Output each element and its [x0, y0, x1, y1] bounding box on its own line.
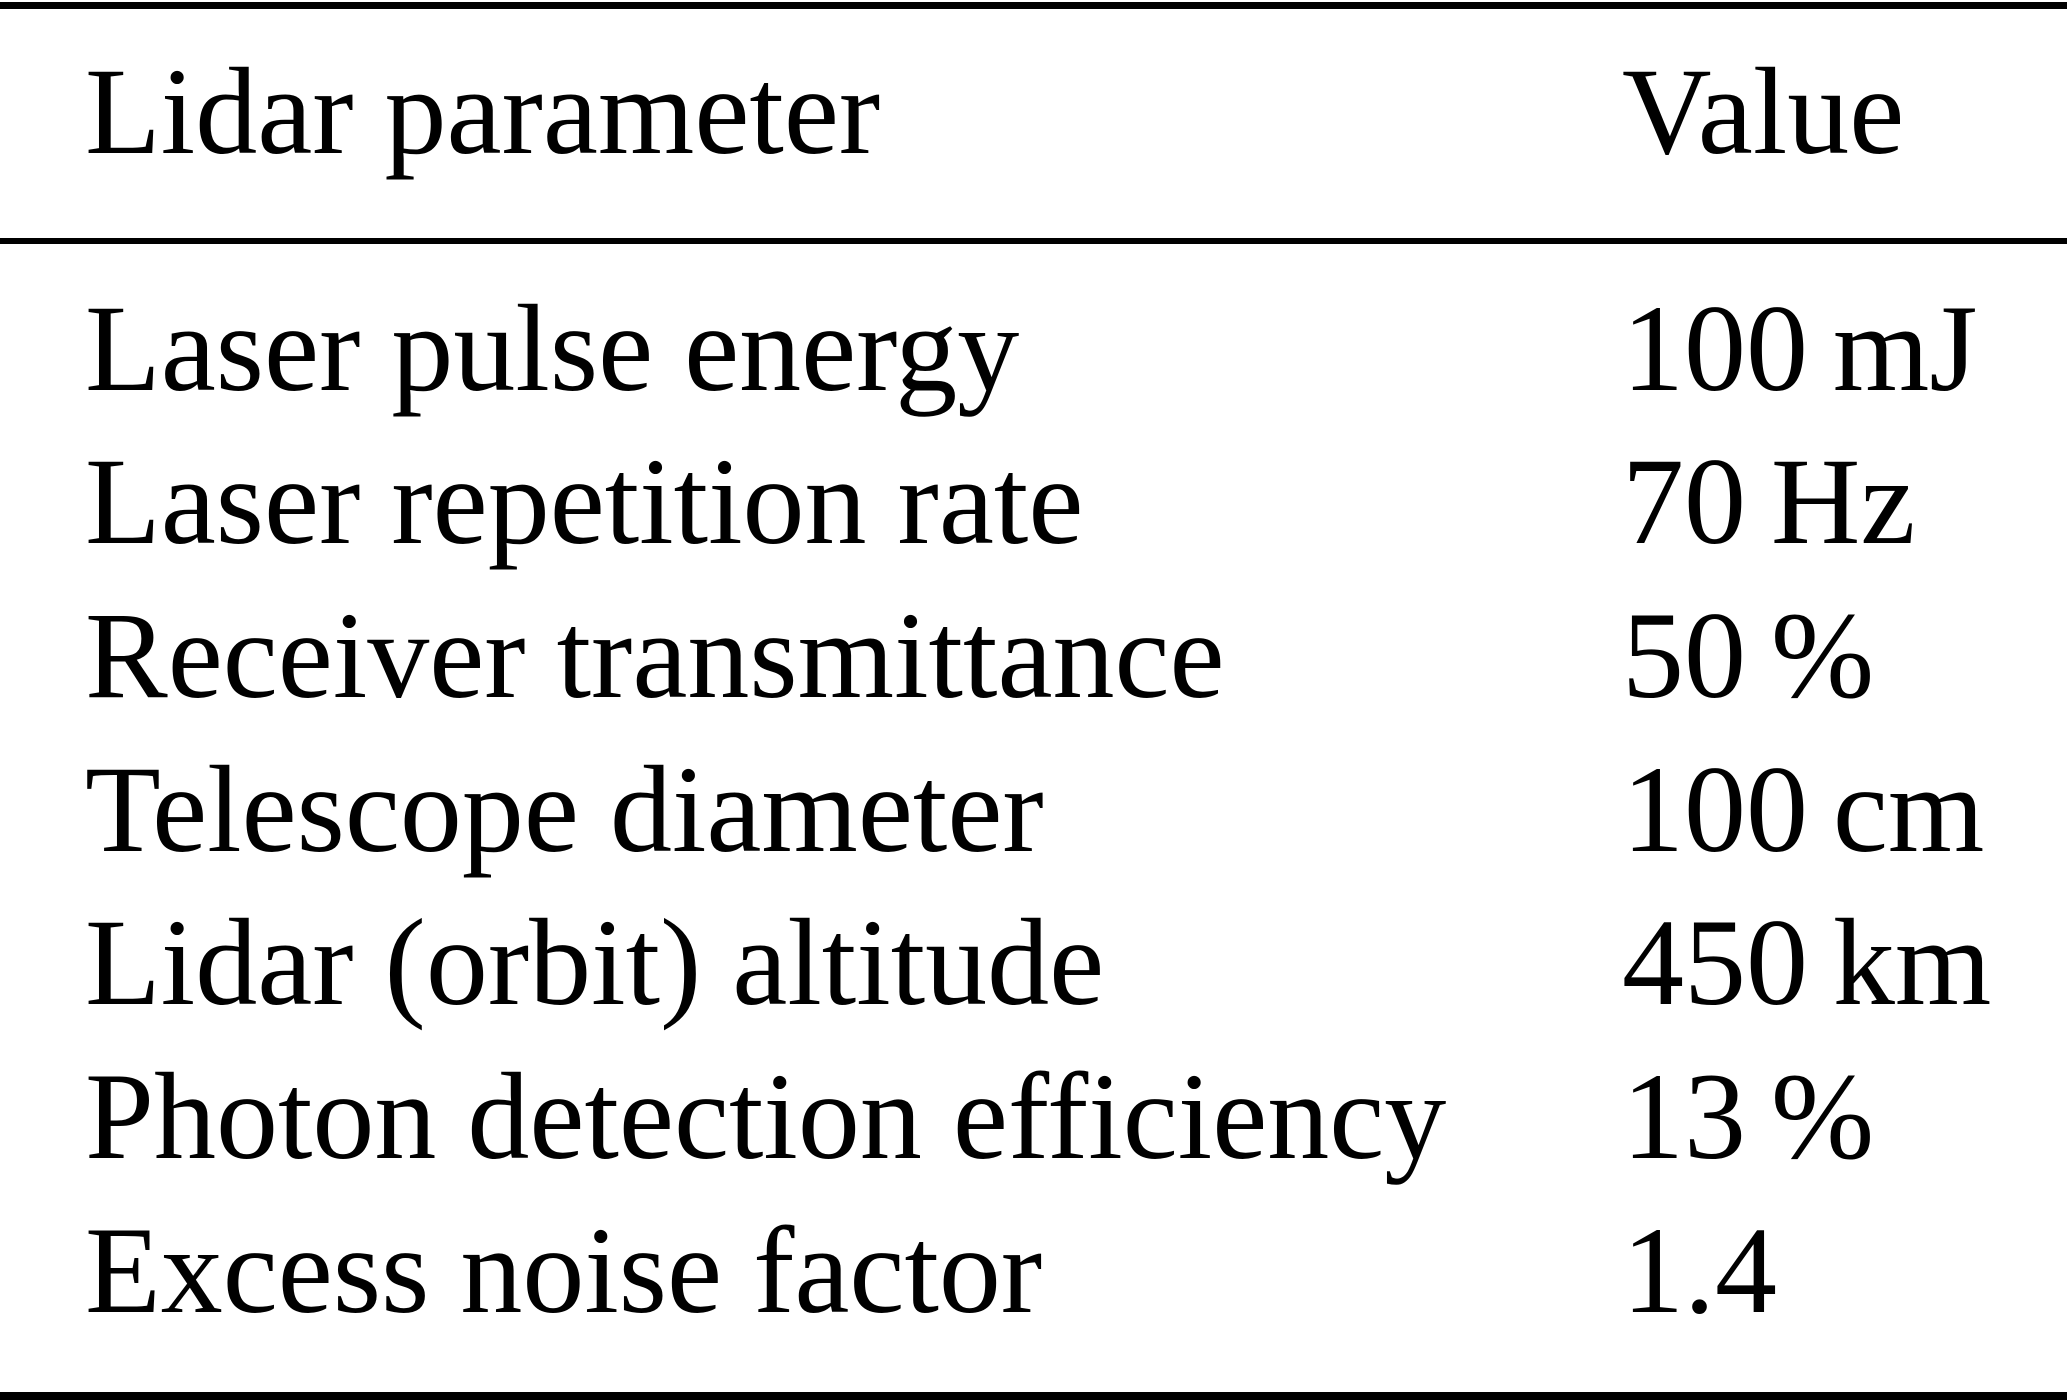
- parameter-cell: Telescope diameter: [85, 741, 1044, 878]
- table-row: Lidar (orbit) altitude 450 km: [0, 885, 2067, 1040]
- table-header-row: Lidar parameter Value: [0, 34, 2067, 189]
- value-cell: 50 %: [1622, 587, 1875, 724]
- value-cell: 70 Hz: [1622, 433, 1916, 570]
- table-mid-rule: [0, 238, 2067, 244]
- value-cell: 100 mJ: [1622, 280, 1978, 417]
- column-header-value: Value: [1622, 43, 1905, 180]
- parameter-cell: Laser repetition rate: [85, 433, 1084, 570]
- table-bottom-rule: [0, 1392, 2067, 1400]
- value-cell: 450 km: [1622, 894, 1992, 1031]
- table-row: Receiver transmittance 50 %: [0, 578, 2067, 733]
- parameter-cell: Excess noise factor: [85, 1202, 1043, 1339]
- table-top-rule: [0, 2, 2067, 9]
- parameter-cell: Photon detection efficiency: [85, 1048, 1447, 1185]
- value-cell: 13 %: [1622, 1048, 1875, 1185]
- parameter-cell: Laser pulse energy: [85, 280, 1020, 417]
- table-row: Laser pulse energy 100 mJ: [0, 271, 2067, 426]
- parameter-cell: Lidar (orbit) altitude: [85, 894, 1105, 1031]
- value-cell: 100 cm: [1622, 741, 1985, 878]
- parameter-cell: Receiver transmittance: [85, 587, 1225, 724]
- table-row: Excess noise factor 1.4: [0, 1193, 2067, 1348]
- column-header-parameter: Lidar parameter: [85, 43, 881, 180]
- table-row: Laser repetition rate 70 Hz: [0, 424, 2067, 579]
- value-cell: 1.4: [1622, 1202, 1777, 1339]
- table-row: Telescope diameter 100 cm: [0, 732, 2067, 887]
- table-row: Photon detection efficiency 13 %: [0, 1039, 2067, 1194]
